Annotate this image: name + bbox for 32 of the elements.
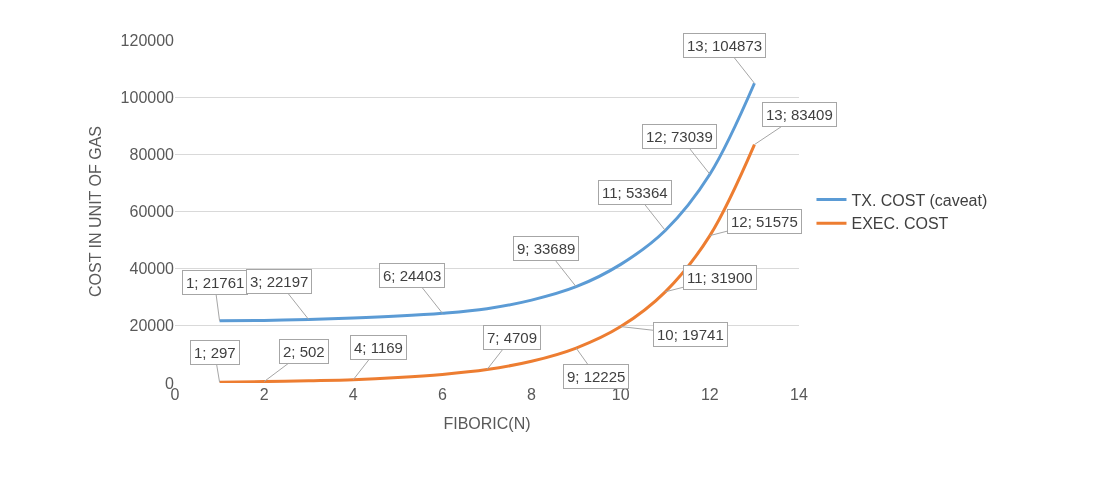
x-tick-label: 6 [437,386,447,403]
data-label: 9; 33689 [517,240,576,257]
data-label: 2; 502 [283,343,325,360]
data-label: 4; 1169 [354,339,403,356]
data-label: 11; 31900 [687,269,753,286]
data-label: 7; 4709 [487,329,538,346]
data-label: 10; 19741 [657,326,724,343]
y-tick-label: 100000 [120,88,175,106]
data-label: 9; 12225 [567,368,626,385]
legend-label: EXEC. COST [851,215,949,233]
x-tick-label: 4 [348,386,358,403]
y-tick-label: 80000 [129,145,175,163]
data-label: 12; 51575 [731,213,798,230]
y-tick-label: 20000 [129,317,175,335]
x-tick-label: 8 [527,386,537,403]
data-label: 12; 73039 [646,128,713,145]
data-label: 13; 104873 [687,37,763,54]
x-tick-label: 14 [790,386,808,403]
data-label: 13; 83409 [766,106,833,123]
y-tick-label: 40000 [129,260,175,278]
data-label: 1; 297 [194,344,236,361]
x-tick-label: 2 [259,386,269,403]
data-label: 6; 24403 [383,267,442,284]
data-label: 11; 53364 [602,184,668,201]
y-tick-label: 120000 [120,31,175,49]
legend-label: TX. COST (caveat) [851,191,988,209]
data-label: 3; 22197 [250,273,309,290]
y-tick-label: 60000 [129,203,175,221]
x-tick-label: 12 [700,386,719,403]
x-axis-title: FIBORIC(N) [443,414,531,432]
data-label: 1; 21761 [186,274,245,291]
y-axis-title: COST IN UNIT OF GAS [86,126,104,297]
